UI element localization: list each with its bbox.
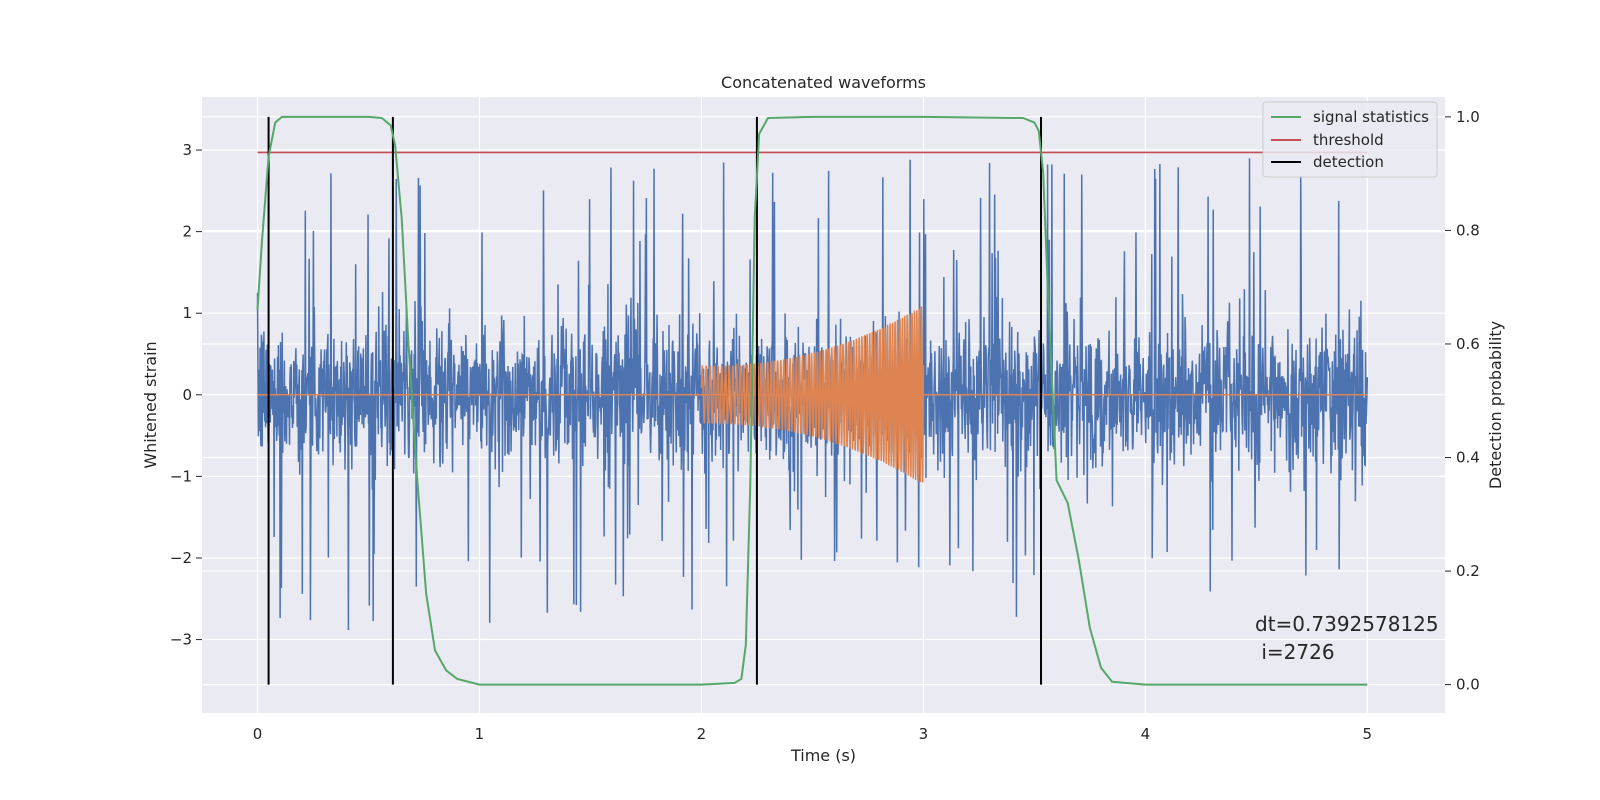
- y2-tick-label: 0.8: [1456, 221, 1480, 239]
- legend: signal statistics threshold detection: [1262, 101, 1438, 178]
- chart-title: Concatenated waveforms: [721, 73, 926, 92]
- x-tick-label: 4: [1141, 725, 1151, 743]
- legend-label-threshold: threshold: [1313, 131, 1384, 149]
- y-tick-label: 0: [182, 386, 192, 404]
- waveform-chirp: [700, 306, 925, 483]
- legend-box: [1262, 101, 1438, 178]
- signal-statistics-line: [256, 115, 1368, 686]
- y2-tick-label: 0.0: [1456, 676, 1480, 694]
- y-tick-label: −3: [170, 631, 192, 649]
- x-tick-label: 3: [919, 725, 929, 743]
- y-axis-label: Whitened strain: [141, 341, 160, 468]
- y-tick-label: 2: [182, 223, 192, 241]
- y2-tick-label: 0.2: [1456, 562, 1480, 580]
- x-axis-label: Time (s): [790, 746, 856, 765]
- x-tick-label: 5: [1363, 725, 1373, 743]
- legend-label-signal-statistics: signal statistics: [1313, 108, 1429, 126]
- x-tick-label: 1: [475, 725, 485, 743]
- y-tick-label: −1: [170, 467, 192, 485]
- x-tick-label: 0: [253, 725, 263, 743]
- annotation-dt: dt=0.7392578125: [1255, 612, 1439, 636]
- x-tick-label: 2: [697, 725, 707, 743]
- y2-axis-label: Detection probability: [1486, 321, 1505, 489]
- y-tick-label: 1: [182, 304, 192, 322]
- y2-tick-label: 0.6: [1456, 335, 1480, 353]
- tick-labels: 0 1 2 3 4 5 −3 −2 −1 0 1 2 3 0.0 0.2 0.4 0.6 0.8 1.0: [170, 108, 1480, 743]
- annotation-i: i=2726: [1255, 640, 1335, 664]
- data-layer: [256, 115, 1369, 686]
- y-tick-label: 3: [182, 141, 192, 159]
- y2-tick-label: 0.4: [1456, 449, 1480, 467]
- y-tick-label: −2: [170, 549, 192, 567]
- y2-tick-label: 1.0: [1456, 108, 1480, 126]
- legend-label-detection: detection: [1313, 153, 1384, 171]
